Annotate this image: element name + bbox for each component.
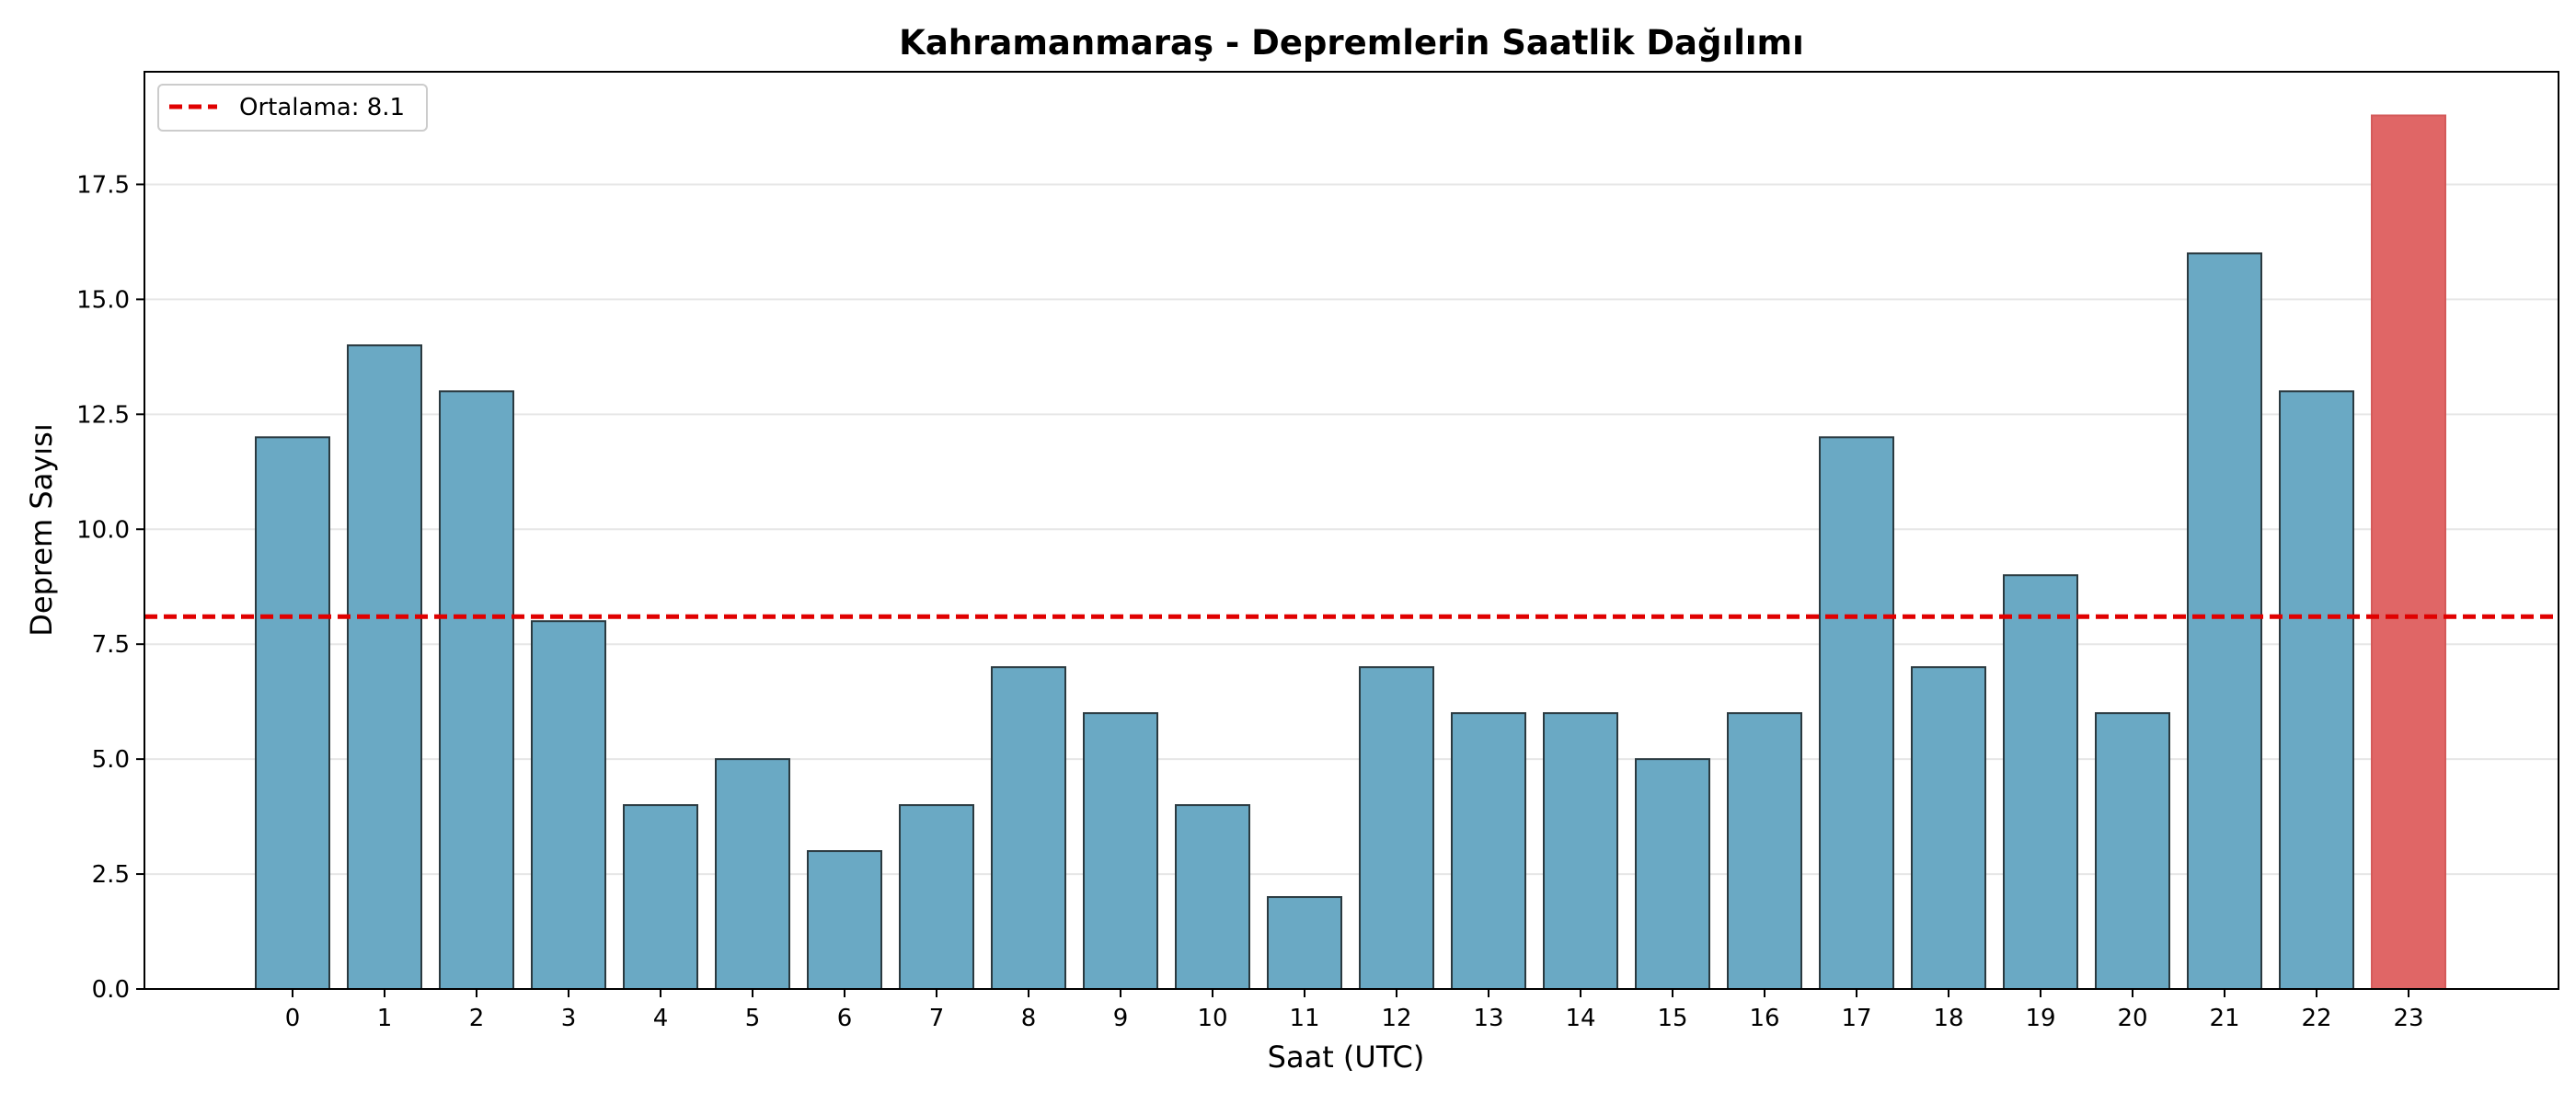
plot-frame	[144, 71, 2559, 990]
bar-hour-18	[1911, 666, 1986, 990]
x-tick-label: 1	[377, 1005, 393, 1032]
x-tick-label: 10	[1197, 1005, 1227, 1032]
bar-hour-14	[1543, 712, 1618, 990]
bar-hour-22	[2279, 390, 2354, 990]
x-tick-label: 18	[1933, 1005, 1963, 1032]
x-tick-label: 8	[1021, 1005, 1037, 1032]
bar-hour-15	[1635, 758, 1710, 990]
bar-hour-16	[1727, 712, 1802, 990]
bar-hour-6	[807, 850, 882, 990]
x-tick-label: 11	[1289, 1005, 1319, 1032]
bar-hour-1	[347, 344, 422, 990]
x-tick-label: 14	[1565, 1005, 1595, 1032]
x-tick-label: 3	[561, 1005, 577, 1032]
x-tick-label: 22	[2301, 1005, 2331, 1032]
bar-hour-12	[1359, 666, 1434, 990]
x-tick-label: 19	[2025, 1005, 2055, 1032]
chart-title: Kahramanmaraş - Depremlerin Saatlik Dağı…	[899, 23, 1804, 63]
bar-hour-8	[991, 666, 1066, 990]
y-tick-label: 7.5	[92, 631, 130, 659]
x-tick-label: 21	[2209, 1005, 2239, 1032]
x-tick-label: 12	[1381, 1005, 1411, 1032]
bar-hour-10	[1175, 804, 1250, 991]
y-tick-label: 17.5	[76, 171, 130, 199]
legend-box	[157, 84, 428, 132]
y-axis-label: Deprem Sayısı	[24, 423, 59, 636]
y-tick-label: 5.0	[92, 746, 130, 774]
bar-hour-5	[715, 758, 790, 990]
x-tick-label: 17	[1841, 1005, 1871, 1032]
bar-hour-23	[2371, 114, 2446, 990]
legend-mean-label: Ortalama: 8.1	[239, 94, 405, 121]
bar-hour-2	[439, 390, 514, 990]
bar-hour-17	[1819, 436, 1894, 990]
x-tick-label: 4	[653, 1005, 669, 1032]
x-tick-label: 7	[929, 1005, 945, 1032]
y-tick-label: 15.0	[76, 286, 130, 314]
bar-hour-9	[1083, 712, 1158, 990]
bar-hour-7	[899, 804, 974, 991]
y-axis-ticks: 0.0 2.5 5.0 7.5 10.0 12.5 15.0 17.5	[76, 171, 144, 1004]
bar-hour-4	[623, 804, 698, 991]
x-tick-label: 9	[1113, 1005, 1129, 1032]
x-tick-label: 5	[745, 1005, 761, 1032]
legend: Ortalama: 8.1	[157, 84, 428, 132]
x-tick-label: 20	[2117, 1005, 2147, 1032]
x-tick-label: 23	[2393, 1005, 2423, 1032]
y-tick-label: 2.5	[92, 861, 130, 889]
x-axis-label: Saat (UTC)	[1268, 1040, 1425, 1075]
x-tick-label: 16	[1749, 1005, 1779, 1032]
bar-hour-13	[1451, 712, 1526, 990]
x-tick-label: 15	[1657, 1005, 1687, 1032]
x-tick-label: 0	[285, 1005, 301, 1032]
bar-hour-3	[531, 620, 606, 990]
x-tick-label: 13	[1473, 1005, 1503, 1032]
bar-hour-0	[255, 436, 330, 990]
bar-hour-11	[1267, 896, 1342, 990]
x-axis-ticks: 0 1 2 3 4 5 6 7 8 9 10 11 12 13 14 15 16 17 18 19 20 21 22 23	[285, 989, 2424, 1032]
bar-hour-20	[2095, 712, 2170, 990]
bar-hour-19	[2003, 574, 2078, 991]
y-tick-label: 10.0	[76, 516, 130, 544]
x-tick-label: 6	[837, 1005, 853, 1032]
bar-hour-21	[2187, 252, 2262, 990]
y-tick-label: 12.5	[76, 401, 130, 429]
y-tick-label: 0.0	[92, 976, 130, 1004]
x-tick-label: 2	[469, 1005, 485, 1032]
